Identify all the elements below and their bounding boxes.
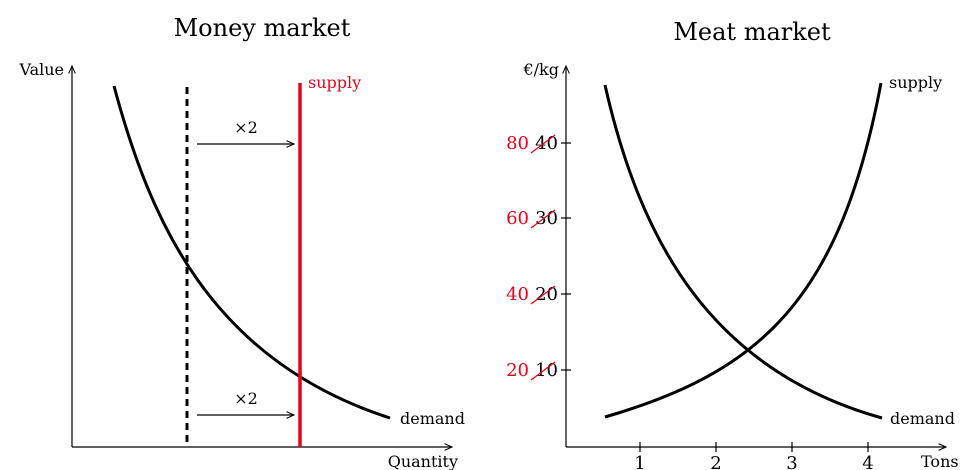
- meat-market-panel: Meat market €/kg Tons 1 2 3 4 10 20 30 4…: [506, 18, 958, 470]
- meat-y-tick-new-60: 60: [506, 208, 529, 229]
- meat-supply-label: supply: [889, 73, 942, 92]
- meat-x-tick-label-4: 4: [862, 453, 873, 470]
- meat-y-tick-new-80: 80: [506, 133, 529, 154]
- meat-y-strike-30: [530, 209, 556, 229]
- meat-y-tick-new-40: 40: [506, 284, 529, 305]
- money-demand-label: demand: [400, 409, 465, 428]
- meat-supply-curve: [604, 82, 883, 419]
- meat-y-tick-old-40: 40: [535, 133, 558, 154]
- meat-y-tick-old-30: 30: [535, 208, 558, 229]
- meat-x-tick-label-3: 3: [786, 453, 797, 470]
- meat-y-strike-40: [530, 134, 556, 154]
- meat-market-title: Meat market: [673, 18, 831, 46]
- meat-demand-curve: [603, 84, 883, 420]
- meat-y-tick-new-20: 20: [506, 360, 529, 381]
- money-demand-curve: [112, 85, 391, 420]
- meat-x-axis-label: Tons: [921, 452, 959, 470]
- money-shift-label-bottom: ×2: [234, 389, 258, 408]
- meat-y-tick-old-20: 20: [535, 284, 558, 305]
- money-shift-label-top: ×2: [234, 118, 258, 137]
- meat-x-tick-label-2: 2: [710, 453, 721, 470]
- meat-y-strike-10: [530, 361, 556, 381]
- money-x-axis-label: Quantity: [388, 452, 458, 470]
- meat-y-tick-old-10: 10: [535, 360, 558, 381]
- meat-y-ticks: 10 20 30 40 20 40 60 80: [506, 133, 571, 381]
- money-market-title: Money market: [174, 14, 351, 42]
- meat-y-axis-label: €/kg: [522, 60, 559, 79]
- meat-x-tick-label-1: 1: [634, 453, 645, 470]
- meat-x-ticks: 1 2 3 4: [634, 442, 874, 470]
- money-supply-label: supply: [308, 73, 361, 92]
- meat-y-strike-20: [530, 285, 556, 305]
- money-market-panel: Money market Value Quantity demand suppl…: [18, 14, 464, 470]
- meat-demand-label: demand: [890, 409, 955, 428]
- money-y-axis-label: Value: [18, 60, 64, 79]
